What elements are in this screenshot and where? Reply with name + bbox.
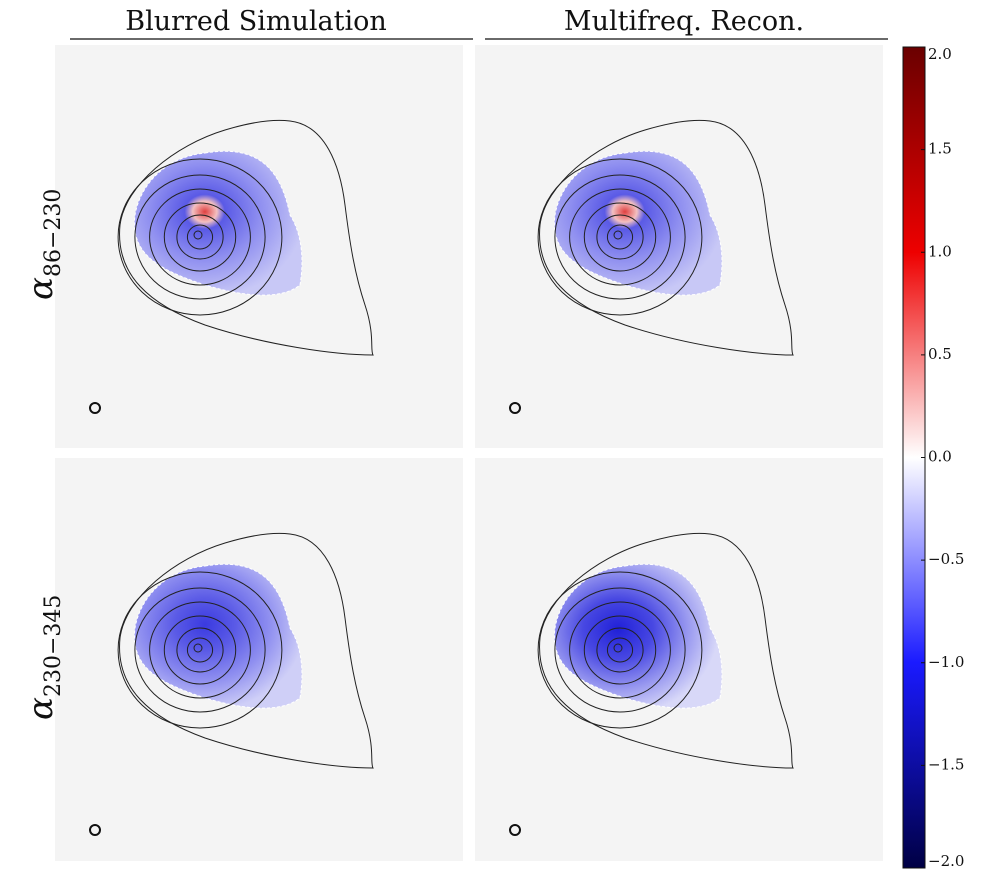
- colorbar-tick-label: 1.5: [928, 140, 952, 158]
- colorbar-tick-label: 2.0: [928, 45, 952, 63]
- colorbar-tick-label: 0.5: [928, 345, 952, 363]
- figure: Blurred Simulation Multifreq. Recon. α86…: [0, 0, 1008, 875]
- panel: [55, 458, 463, 861]
- panel: [475, 45, 883, 448]
- panel: [55, 45, 463, 448]
- colorbar-tick-label: 0.0: [928, 448, 952, 466]
- colorbar-tick-label: 1.0: [928, 242, 952, 260]
- row-label: α230−345: [21, 595, 66, 720]
- colorbar-tick-label: −0.5: [928, 550, 964, 568]
- colorbar-tick-label: −1.5: [928, 755, 964, 773]
- row-label: α86−230: [21, 189, 66, 300]
- colorbar-tick-label: −1.0: [928, 653, 964, 671]
- column-title: Multifreq. Recon.: [564, 6, 804, 37]
- colorbar-tick-label: −2.0: [928, 852, 964, 870]
- panel: [475, 458, 883, 861]
- column-title: Blurred Simulation: [125, 6, 387, 37]
